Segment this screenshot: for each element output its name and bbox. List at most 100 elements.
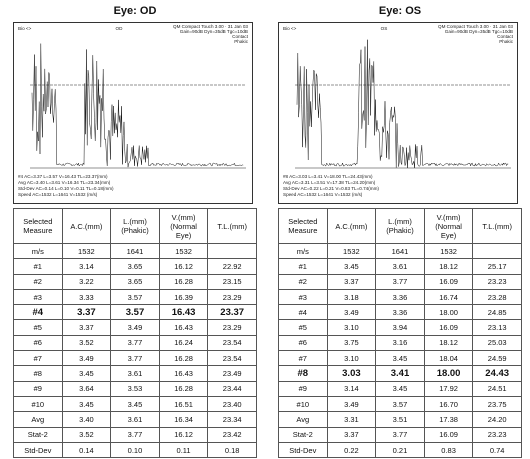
- table-cell: m/s: [14, 244, 63, 259]
- table-cell: 3.65: [111, 259, 160, 274]
- table-cell: #10: [14, 396, 63, 411]
- table-cell: 16.43: [159, 366, 208, 381]
- table-cell: 16.09: [424, 274, 473, 289]
- table-cell: 3.36: [376, 289, 425, 304]
- table-row: #83.033.4118.0024.43: [279, 366, 522, 381]
- table-row: #93.143.4517.9224.51: [279, 381, 522, 396]
- table-cell: 3.36: [376, 305, 425, 320]
- table-cell: 0.83: [424, 442, 473, 457]
- scan-label: Bio <>: [18, 26, 32, 31]
- table-cell: #9: [279, 381, 328, 396]
- table-cell: #6: [14, 335, 63, 350]
- table-cell: 3.49: [62, 351, 111, 366]
- table-cell: 3.40: [62, 412, 111, 427]
- table-cell: 3.64: [62, 381, 111, 396]
- table-cell: 1641: [376, 244, 425, 259]
- table-cell: 3.31: [327, 412, 376, 427]
- table-cell: 3.37: [62, 320, 111, 335]
- table-cell: 1532: [159, 244, 208, 259]
- scan-readout: #8 AC=3.03 L=3.41 V=18.00 TL=24.43(mm): [283, 174, 373, 179]
- table-cell: 3.45: [376, 351, 425, 366]
- table-cell: 24.43: [473, 366, 522, 381]
- table-cell: 3.18: [327, 289, 376, 304]
- scan-readout: Speed AC=1532 L=1641 V=1532 (m/s): [283, 192, 363, 197]
- table-row: #23.223.6516.2823.15: [14, 274, 257, 289]
- table-cell: 16.43: [159, 305, 208, 320]
- table-cell: 3.52: [62, 427, 111, 442]
- table-cell: 16.09: [424, 427, 473, 442]
- table-cell: 3.61: [111, 366, 160, 381]
- table-cell: [208, 244, 257, 259]
- scan-label: Bio <>: [283, 26, 297, 31]
- scan-eye: OS: [381, 26, 388, 31]
- table-cell: #7: [279, 351, 328, 366]
- scan-lens: Phakic: [234, 39, 248, 44]
- measure-table: Selected MeasureA.C.(mm)L.(mm) (Phakic)V…: [278, 208, 522, 458]
- panel-title: Eye: OS: [278, 0, 522, 22]
- table-cell: #4: [279, 305, 328, 320]
- table-row: #33.333.5716.3923.29: [14, 289, 257, 304]
- table-cell: Stat-2: [279, 427, 328, 442]
- table-cell: 16.28: [159, 381, 208, 396]
- table-cell: 3.14: [327, 381, 376, 396]
- table-cell: 23.37: [208, 305, 257, 320]
- table-cell: 18.12: [424, 259, 473, 274]
- table-row: #33.183.3616.7423.28: [279, 289, 522, 304]
- table-cell: 16.39: [159, 289, 208, 304]
- column-header: L.(mm) (Phakic): [111, 209, 160, 244]
- column-header: L.(mm) (Phakic): [376, 209, 425, 244]
- table-cell: 3.53: [111, 381, 160, 396]
- table-row: #13.143.6516.1222.92: [14, 259, 257, 274]
- page: {"panels": [ {"title": "Eye: OD", "scan"…: [0, 0, 530, 459]
- table-cell: 0.22: [327, 442, 376, 457]
- table-cell: 16.24: [159, 335, 208, 350]
- table-cell: 23.29: [208, 289, 257, 304]
- table-cell: 3.45: [62, 396, 111, 411]
- table-row: #103.453.4516.5123.40: [14, 396, 257, 411]
- table-cell: 16.51: [159, 396, 208, 411]
- table-cell: #1: [279, 259, 328, 274]
- table-cell: 23.28: [473, 289, 522, 304]
- table-cell: #1: [14, 259, 63, 274]
- table-cell: Stat-2: [14, 427, 63, 442]
- table-cell: 3.10: [327, 320, 376, 335]
- table-cell: 3.03: [327, 366, 376, 381]
- table-cell: 3.49: [111, 320, 160, 335]
- table-cell: 3.77: [376, 274, 425, 289]
- table-cell: 3.61: [111, 412, 160, 427]
- table-row: #13.453.6118.1225.17: [279, 259, 522, 274]
- scan-readout: Std-Dev AC=0.22 L=0.21 V=0.83 TL=0.74(mm…: [283, 186, 379, 191]
- table-cell: 23.42: [208, 427, 257, 442]
- table-cell: #10: [279, 396, 328, 411]
- table-cell: 3.77: [376, 427, 425, 442]
- table-cell: 3.51: [376, 412, 425, 427]
- table-cell: 1532: [62, 244, 111, 259]
- table-cell: 23.29: [208, 320, 257, 335]
- table-cell: 3.37: [327, 427, 376, 442]
- table-cell: Std-Dev: [14, 442, 63, 457]
- table-cell: 23.49: [208, 366, 257, 381]
- table-cell: 3.33: [62, 289, 111, 304]
- table-cell: 24.20: [473, 412, 522, 427]
- table-cell: 3.49: [327, 305, 376, 320]
- table-cell: 0.18: [208, 442, 257, 457]
- table-cell: 3.57: [111, 305, 160, 320]
- table-cell: #9: [14, 381, 63, 396]
- table-cell: 16.12: [159, 259, 208, 274]
- column-header: A.C.(mm): [327, 209, 376, 244]
- table-cell: 3.61: [376, 259, 425, 274]
- table-cell: 16.43: [159, 320, 208, 335]
- table-cell: 3.37: [62, 305, 111, 320]
- table-cell: 23.23: [473, 274, 522, 289]
- table-cell: 0.14: [62, 442, 111, 457]
